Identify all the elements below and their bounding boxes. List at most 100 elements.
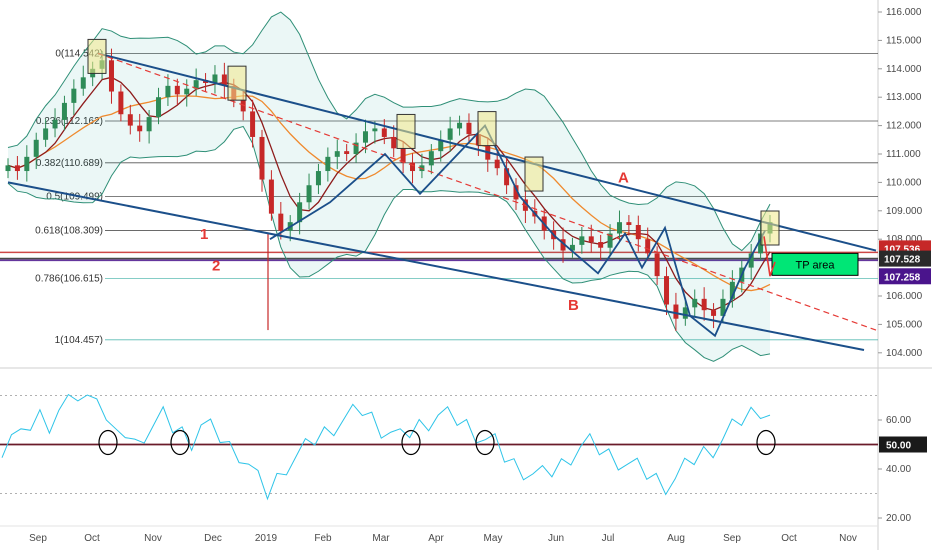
tp-area-label: TP area <box>796 259 836 271</box>
oscillator-circle-marker <box>98 429 118 456</box>
candle-body <box>278 213 284 231</box>
candle-body <box>513 185 519 200</box>
candle-body <box>297 202 303 223</box>
candle-body <box>5 165 11 172</box>
candle-body <box>673 304 679 319</box>
oscillator-axis-label: 20.00 <box>886 513 911 524</box>
time-axis-label: Oct <box>781 533 797 544</box>
price-axis-label: 106.000 <box>886 291 923 302</box>
candle-body <box>325 156 331 172</box>
candle-body <box>127 114 133 126</box>
time-axis-label: Jun <box>548 533 564 544</box>
time-axis-label: Mar <box>372 533 390 544</box>
candle-body <box>108 60 114 92</box>
candle-body <box>259 136 265 180</box>
trend-line-dashed <box>97 52 877 331</box>
candle-body <box>52 119 58 129</box>
candle-body <box>645 239 651 254</box>
candle-body <box>711 310 717 316</box>
candle-body <box>494 159 500 169</box>
pattern-zigzag <box>269 124 766 338</box>
price-axis-label: 114.000 <box>886 64 922 75</box>
candle-body <box>748 253 754 268</box>
candle-body <box>701 298 707 311</box>
candle-body <box>438 139 444 152</box>
candle-body <box>71 88 77 103</box>
price-badge-text: 107.258 <box>884 272 921 283</box>
fib-level-label: 0.786(106.615) <box>35 274 103 285</box>
fib-level-label: 0.5(109.499) <box>46 192 103 203</box>
price-axis-label: 112.000 <box>886 121 922 132</box>
price-badge <box>879 250 931 267</box>
price-axis-label: 113.000 <box>886 92 922 103</box>
fib-level-label: 1(104.457) <box>55 335 103 346</box>
highlight-box <box>396 113 416 149</box>
candle-body <box>146 117 152 132</box>
price-axis-label: 104.000 <box>886 348 923 359</box>
candle-body <box>137 125 143 132</box>
oscillator-line <box>1 393 771 501</box>
oscillator-reference-badge-text: 50.00 <box>886 441 911 452</box>
candle-body <box>315 171 321 186</box>
candle-body <box>61 102 67 120</box>
candle-body <box>391 136 397 149</box>
candle-body <box>635 225 641 240</box>
highlight-box <box>87 38 107 74</box>
moving-average-slow <box>7 95 771 292</box>
candle-body <box>428 151 434 166</box>
axes: 116.000 115.000 114.000 113.000 112.000 111.0… <box>29 7 922 544</box>
candle-body <box>344 151 350 154</box>
price-badge <box>879 268 931 285</box>
candle-body <box>14 165 20 172</box>
candle-body <box>692 298 698 308</box>
candle-body <box>334 151 340 157</box>
oscillator-reference-badge <box>879 436 927 453</box>
oscillator-axis-label: 40.00 <box>886 464 911 475</box>
highlight-box <box>477 111 497 147</box>
candle-body <box>184 88 190 95</box>
candle-body <box>598 242 604 248</box>
price-badge-text: 107.528 <box>884 255 921 266</box>
price-axis-label: 110.000 <box>886 177 922 188</box>
candle-body <box>381 128 387 137</box>
price-axis-label: 116.000 <box>886 7 922 18</box>
candle-body <box>306 185 312 203</box>
candle-body <box>410 162 416 172</box>
time-axis-label: Nov <box>839 533 857 544</box>
oscillator-axis-label: 60.00 <box>886 415 911 426</box>
candle-body <box>560 239 566 251</box>
moving-average-fast <box>7 76 771 311</box>
candle-body <box>400 148 406 163</box>
time-axis-label: Oct <box>84 533 100 544</box>
bollinger-fill <box>8 12 770 362</box>
bollinger-lower <box>7 125 771 362</box>
annotation-label: B <box>568 297 579 314</box>
time-axis-label: Sep <box>29 533 47 544</box>
candle-body <box>156 97 162 118</box>
candle-body <box>569 244 575 251</box>
candle-body <box>221 74 227 86</box>
time-axis-label: Apr <box>428 533 444 544</box>
candle-body <box>626 222 632 225</box>
bollinger-upper <box>7 11 771 252</box>
bollinger-bands <box>7 11 771 362</box>
annotation-label: A <box>618 169 629 186</box>
candle-body <box>80 77 86 89</box>
candle-body <box>720 298 726 316</box>
oscillator-circle-marker <box>401 429 421 456</box>
channel-line-upper <box>97 52 877 252</box>
drawing-tools: 12 A B TP area <box>7 38 877 351</box>
time-axis-label: Dec <box>204 533 222 544</box>
candle-body <box>174 85 180 95</box>
candle-body <box>33 139 39 157</box>
candle-body <box>24 156 30 172</box>
price-badge-text: 107.536 <box>884 244 921 255</box>
price-axis-label: 105.000 <box>886 319 923 330</box>
candle-body <box>729 281 735 299</box>
time-axis-label: May <box>484 533 503 544</box>
candle-body <box>607 233 613 248</box>
oscillator-circle-marker <box>475 429 495 456</box>
